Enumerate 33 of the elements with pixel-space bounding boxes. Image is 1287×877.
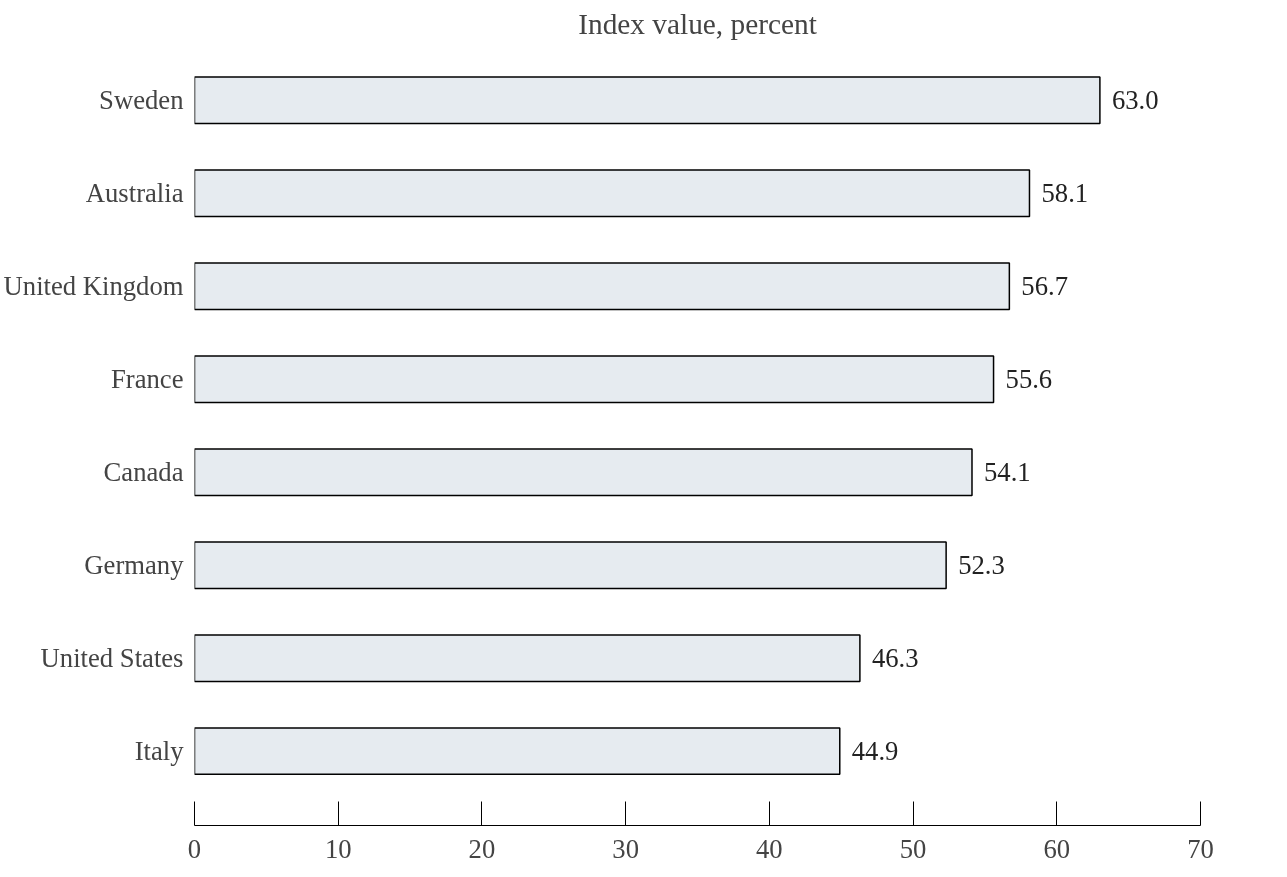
x-tick-label: 60	[1043, 833, 1071, 864]
y-tick-label: Sweden	[99, 85, 184, 116]
x-tick-label: 70	[1187, 833, 1214, 864]
x-tick-label: 10	[324, 833, 352, 864]
bar	[194, 169, 1031, 218]
data-label: 46.3	[871, 643, 919, 674]
data-label: 55.6	[1005, 364, 1053, 395]
y-tick-label: United Kingdom	[3, 271, 184, 302]
bar	[194, 541, 947, 590]
x-tick-label: 20	[468, 833, 496, 864]
y-tick-label: Australia	[85, 178, 184, 209]
y-tick-label: United States	[40, 643, 184, 674]
y-tick-label: Canada	[103, 457, 184, 488]
y-tick-label: Italy	[134, 736, 185, 767]
bar	[194, 634, 861, 683]
x-tick-label: 40	[756, 833, 783, 864]
x-tick-label: 30	[612, 833, 639, 864]
data-label: 44.9	[851, 736, 899, 767]
data-label: 54.1	[983, 457, 1031, 488]
bar	[194, 355, 995, 404]
bar	[194, 262, 1011, 311]
x-tick-label: 0	[187, 833, 202, 864]
data-label: 58.1	[1041, 178, 1089, 209]
y-tick-label: France	[110, 364, 184, 395]
x-tick-label: 50	[899, 833, 927, 864]
bar	[194, 448, 973, 497]
chart-title: Index value, percent	[578, 7, 817, 40]
bar	[194, 76, 1101, 125]
data-label: 56.7	[1021, 271, 1069, 302]
data-label: 63.0	[1111, 85, 1159, 116]
data-label: 52.3	[958, 550, 1005, 581]
y-tick-label: Germany	[84, 550, 185, 581]
bar	[194, 727, 841, 776]
